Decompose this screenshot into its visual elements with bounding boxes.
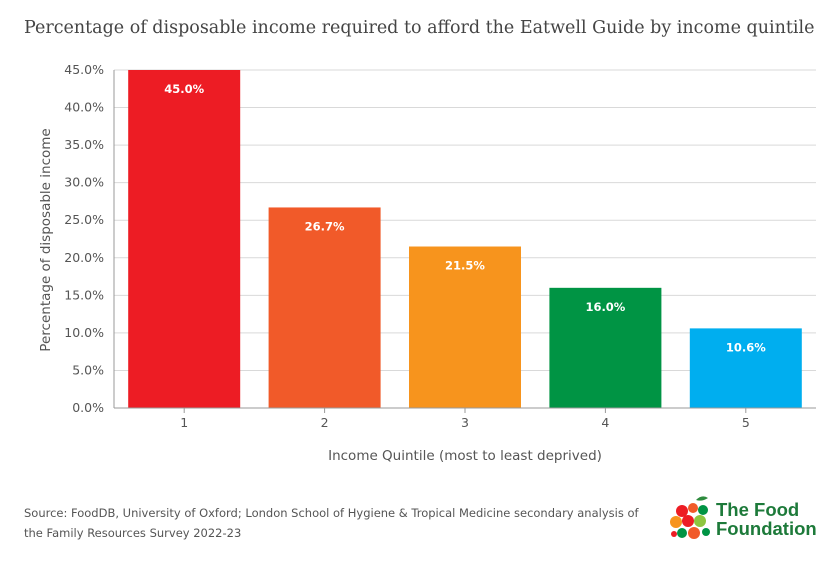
logo-text-line2: Foundation <box>716 518 817 539</box>
bar-data-label: 16.0% <box>585 300 625 314</box>
bar-data-label: 26.7% <box>305 219 345 233</box>
logo-text-line1: The Food <box>716 499 800 520</box>
y-tick-label: 30.0% <box>64 175 104 190</box>
y-axis-title: Percentage of disposable income <box>38 128 54 351</box>
chart-title: Percentage of disposable income required… <box>24 18 815 38</box>
source-note: Source: FoodDB, University of Oxford; Lo… <box>24 506 639 540</box>
y-tick-label: 25.0% <box>64 212 104 227</box>
y-tick-label: 15.0% <box>64 287 104 302</box>
x-axis-title: Income Quintile (most to least deprived) <box>328 448 602 464</box>
y-tick-label: 5.0% <box>72 362 104 377</box>
food-foundation-logo: The Food Foundation <box>666 494 826 546</box>
bar <box>409 246 521 408</box>
food-foundation-logo-icon <box>670 496 710 539</box>
axes: 0.0% 5.0% 10.0% 15.0% 20.0% 25.0% 30.0% 35.0% 40… <box>64 62 816 430</box>
y-tick-label: 0.0% <box>72 400 104 415</box>
bar <box>689 328 802 408</box>
y-tick-label: 45.0% <box>64 62 104 77</box>
bar-data-label: 45.0% <box>164 82 204 96</box>
bar-data-label: 10.6% <box>726 340 766 354</box>
bars: 45.0% 26.7% 21.5% 16.0% 10.6% <box>128 70 802 408</box>
y-tick-label: 40.0% <box>64 100 104 115</box>
bar <box>268 207 381 408</box>
bar <box>549 287 662 408</box>
bar <box>128 70 241 408</box>
y-tick-label: 20.0% <box>64 250 104 265</box>
x-tick-label: 5 <box>742 415 750 430</box>
x-tick-label: 1 <box>180 415 188 430</box>
x-tick-label: 4 <box>601 415 609 430</box>
y-tick-label: 10.0% <box>64 325 104 340</box>
y-tick-label: 35.0% <box>64 137 104 152</box>
x-tick-label: 2 <box>321 415 329 430</box>
x-tick-label: 3 <box>461 415 469 430</box>
bar-data-label: 21.5% <box>445 259 485 273</box>
